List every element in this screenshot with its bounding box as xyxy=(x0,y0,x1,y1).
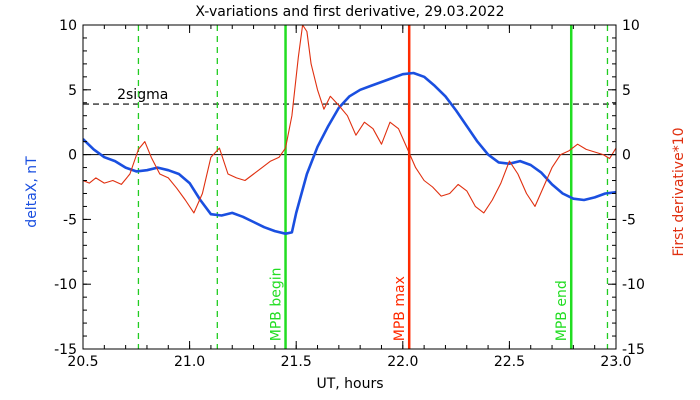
y-tick-label-left-1: -10 xyxy=(54,277,77,293)
y-tick-label-left-2: -5 xyxy=(63,212,77,228)
x-tick-label-0: 20.5 xyxy=(67,354,98,370)
vertical-marker-label-3: MPB begin xyxy=(269,267,285,341)
y-axis-right-label: First derivative*10 xyxy=(671,127,687,256)
sigma-label: 2sigma xyxy=(117,87,168,103)
y-tick-label-left-0: -15 xyxy=(54,342,77,358)
y-tick-label-left-4: 5 xyxy=(68,83,77,99)
vertical-marker-label-4: MPB max xyxy=(392,276,408,341)
x-tick-label-4: 22.5 xyxy=(494,354,525,370)
y-tick-label-right-1: -10 xyxy=(622,277,645,293)
series-deltaX xyxy=(83,71,616,235)
y-axis-left-label: deltaX, nT xyxy=(24,156,40,228)
x-axis-label: UT, hours xyxy=(316,376,383,392)
axes-layer: 20.5 21.0 21.5 22.0 22.5 23.0-15 -15-10 -10-5 -5… xyxy=(54,18,645,370)
chart-title: X-variations and first derivative, 29.03… xyxy=(195,4,504,20)
y-tick-label-right-2: -5 xyxy=(622,212,636,228)
plot-layer: 2sigma MPB begin MPB max MPB end xyxy=(83,25,616,349)
y-tick-label-right-4: 5 xyxy=(622,83,631,99)
x-tick-label-1: 21.0 xyxy=(174,354,205,370)
vertical-marker-label-5: MPB end xyxy=(554,280,570,341)
y-tick-label-right-3: 0 xyxy=(622,148,631,164)
y-tick-label-left-3: 0 xyxy=(68,148,77,164)
x-tick-label-2: 21.5 xyxy=(281,354,312,370)
y-tick-label-right-0: -15 xyxy=(622,342,645,358)
y-tick-label-left-5: 10 xyxy=(59,18,77,34)
y-tick-label-right-5: 10 xyxy=(622,18,640,34)
series-derivative xyxy=(83,25,616,214)
x-tick-label-3: 22.0 xyxy=(387,354,418,370)
x-tick-label-5: 23.0 xyxy=(600,354,631,370)
plot-frame xyxy=(82,24,617,350)
